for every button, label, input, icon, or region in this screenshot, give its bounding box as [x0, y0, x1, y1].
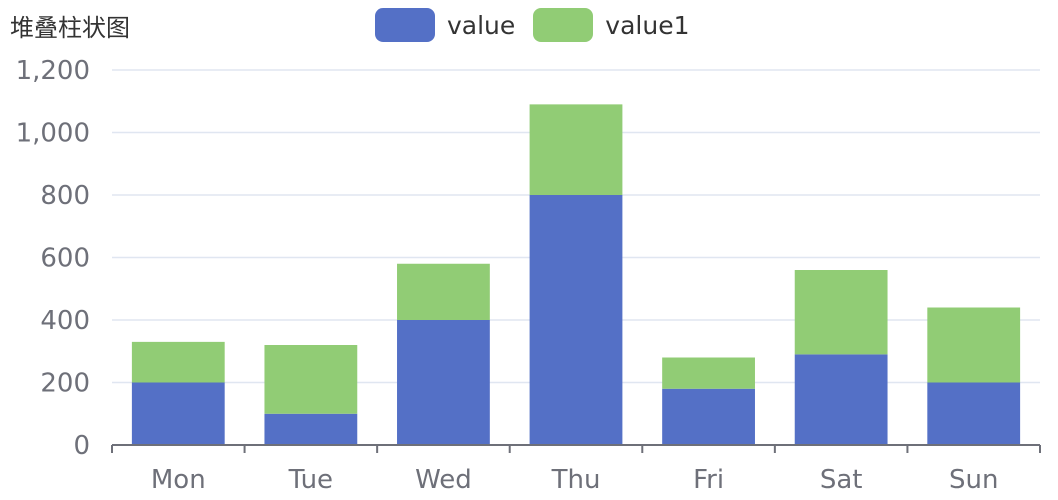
bar-value-sat[interactable]	[794, 354, 888, 445]
x-tick-label: Fri	[693, 465, 724, 495]
legend-item-value[interactable]: value	[375, 8, 515, 42]
x-tick-label: Sat	[820, 465, 863, 495]
bar-value1-tue[interactable]	[264, 345, 358, 414]
y-tick-label: 200	[40, 369, 90, 399]
bar-value1-mon[interactable]	[131, 341, 225, 383]
bar-value-wed[interactable]	[397, 320, 490, 445]
bar-value1-sat[interactable]	[794, 270, 888, 355]
bar-value1-thu[interactable]	[529, 104, 623, 195]
y-tick-label: 1,000	[16, 119, 90, 149]
bar-value-thu[interactable]	[529, 195, 623, 445]
bar-value1-sun[interactable]	[927, 307, 1021, 383]
bar-value-tue[interactable]	[264, 413, 358, 445]
y-tick-label: 0	[73, 431, 90, 461]
bar-value-fri[interactable]	[662, 388, 755, 445]
bar-value1-fri[interactable]	[662, 357, 755, 389]
x-tick-label: Wed	[415, 465, 472, 495]
x-tick-label: Thu	[551, 465, 601, 495]
bar-value1-wed[interactable]	[397, 263, 490, 320]
legend-item-value1[interactable]: value1	[533, 8, 690, 42]
y-tick-label: 800	[40, 181, 90, 211]
x-tick-label: Tue	[288, 465, 333, 495]
bar-value-mon[interactable]	[131, 382, 225, 446]
y-tick-label: 600	[40, 244, 90, 274]
legend-label-value1: value1	[605, 10, 690, 40]
chart-title: 堆叠柱状图	[10, 14, 130, 42]
legend-swatch-value1	[533, 8, 594, 42]
y-tick-label: 1,200	[16, 56, 90, 86]
legend-swatch-value	[375, 8, 435, 42]
x-tick-label: Mon	[151, 465, 206, 495]
bar-value-sun[interactable]	[927, 382, 1021, 446]
legend: value value1	[375, 8, 708, 42]
legend-label-value: value	[447, 10, 516, 40]
y-tick-label: 400	[40, 306, 90, 336]
x-tick-label: Sun	[949, 465, 998, 495]
